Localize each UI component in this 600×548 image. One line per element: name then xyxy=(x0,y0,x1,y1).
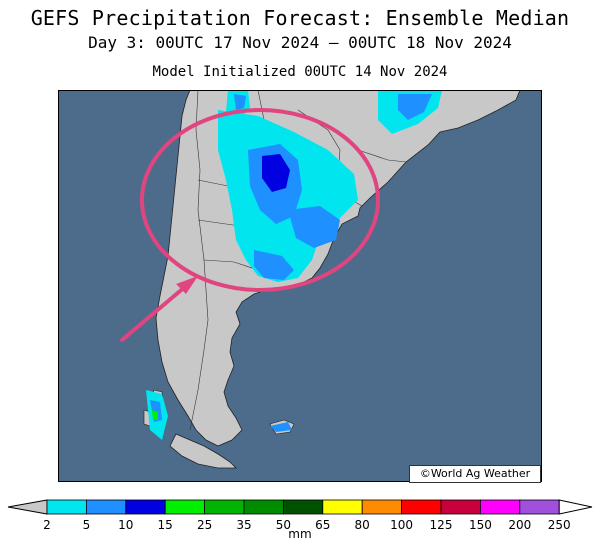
precipitation-areas xyxy=(146,90,442,440)
colorbar: 2 5 10 15 25 35 50 65 80 100 125 150 200 250 xyxy=(7,499,593,532)
colorbar-swatch xyxy=(164,499,205,515)
colorbar-under-arrow xyxy=(7,499,48,515)
colorbar-tick-label: 2 xyxy=(43,518,51,532)
highlight-ellipse xyxy=(140,108,380,292)
colorbar-swatch xyxy=(361,499,403,515)
colorbar-swatch xyxy=(204,499,245,515)
colorbar-swatch xyxy=(322,499,363,515)
highlight-arrow xyxy=(120,276,198,342)
colorbar-tick-label: 15 xyxy=(158,518,173,532)
colorbar-tick-label: 100 xyxy=(390,518,413,532)
colorbar-tick-label: 250 xyxy=(548,518,571,532)
colorbar-tick-label: 65 xyxy=(315,518,330,532)
colorbar-swatch xyxy=(46,499,87,515)
colorbar-over-arrow xyxy=(558,499,593,515)
colorbar-tick-label: 35 xyxy=(236,518,251,532)
colorbar-swatch xyxy=(125,499,166,515)
colorbar-swatch xyxy=(479,499,521,515)
colorbar-tick-label: 10 xyxy=(118,518,133,532)
tierra-del-fuego xyxy=(169,433,237,469)
colorbar-swatch xyxy=(243,499,284,515)
unit-label: mm xyxy=(288,527,312,541)
map-frame xyxy=(58,90,542,482)
precip-map xyxy=(58,90,542,482)
valid-period: Day 3: 00UTC 17 Nov 2024 — 00UTC 18 Nov … xyxy=(88,33,512,52)
colorbar-swatch xyxy=(519,499,560,515)
colorbar-swatch xyxy=(440,499,481,515)
init-time: Model Initialized 00UTC 14 Nov 2024 xyxy=(152,64,448,80)
colorbar-tick-label: 50 xyxy=(276,518,291,532)
colorbar-tick-label: 25 xyxy=(197,518,212,532)
colorbar-tick-label: 125 xyxy=(430,518,453,532)
colorbar-tick-label: 5 xyxy=(83,518,91,532)
colorbar-tick-label: 150 xyxy=(469,518,492,532)
colorbar-swatch xyxy=(282,499,324,515)
map-title: GEFS Precipitation Forecast: Ensemble Me… xyxy=(30,6,570,30)
colorbar-tick-label: 80 xyxy=(355,518,370,532)
colorbar-swatch xyxy=(86,499,127,515)
credit-label: ©World Ag Weather xyxy=(409,465,541,483)
colorbar-tick-label: 200 xyxy=(508,518,531,532)
colorbar-swatch xyxy=(401,499,442,515)
